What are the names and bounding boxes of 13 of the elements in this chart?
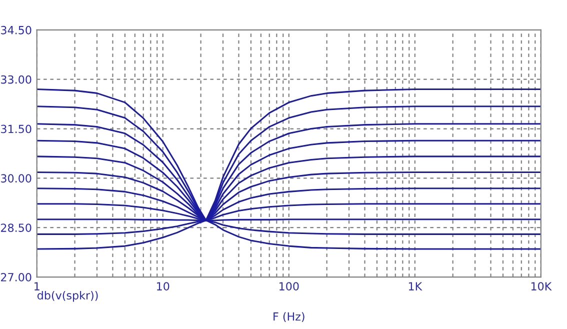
x-tick-label: 100 — [280, 282, 299, 290]
y-tick-label: 31.50 — [1, 124, 32, 134]
y-tick-label: 30.00 — [1, 174, 32, 183]
y-tick-label: 27.00 — [1, 272, 32, 282]
y-tick-label: 34.50 — [1, 26, 32, 34]
text: db(v(spkr)) — [37, 290, 98, 302]
x-tick-label: 10K — [531, 282, 552, 290]
x-tick-label: 10 — [157, 282, 170, 290]
x-tick-label: 1 — [34, 282, 40, 290]
y-tick-label: 28.50 — [1, 224, 32, 232]
x-axis-title: F (Hz) — [274, 312, 304, 322]
x-tick-label: 1K — [408, 282, 422, 290]
y-tick-label: 33.00 — [1, 75, 32, 84]
